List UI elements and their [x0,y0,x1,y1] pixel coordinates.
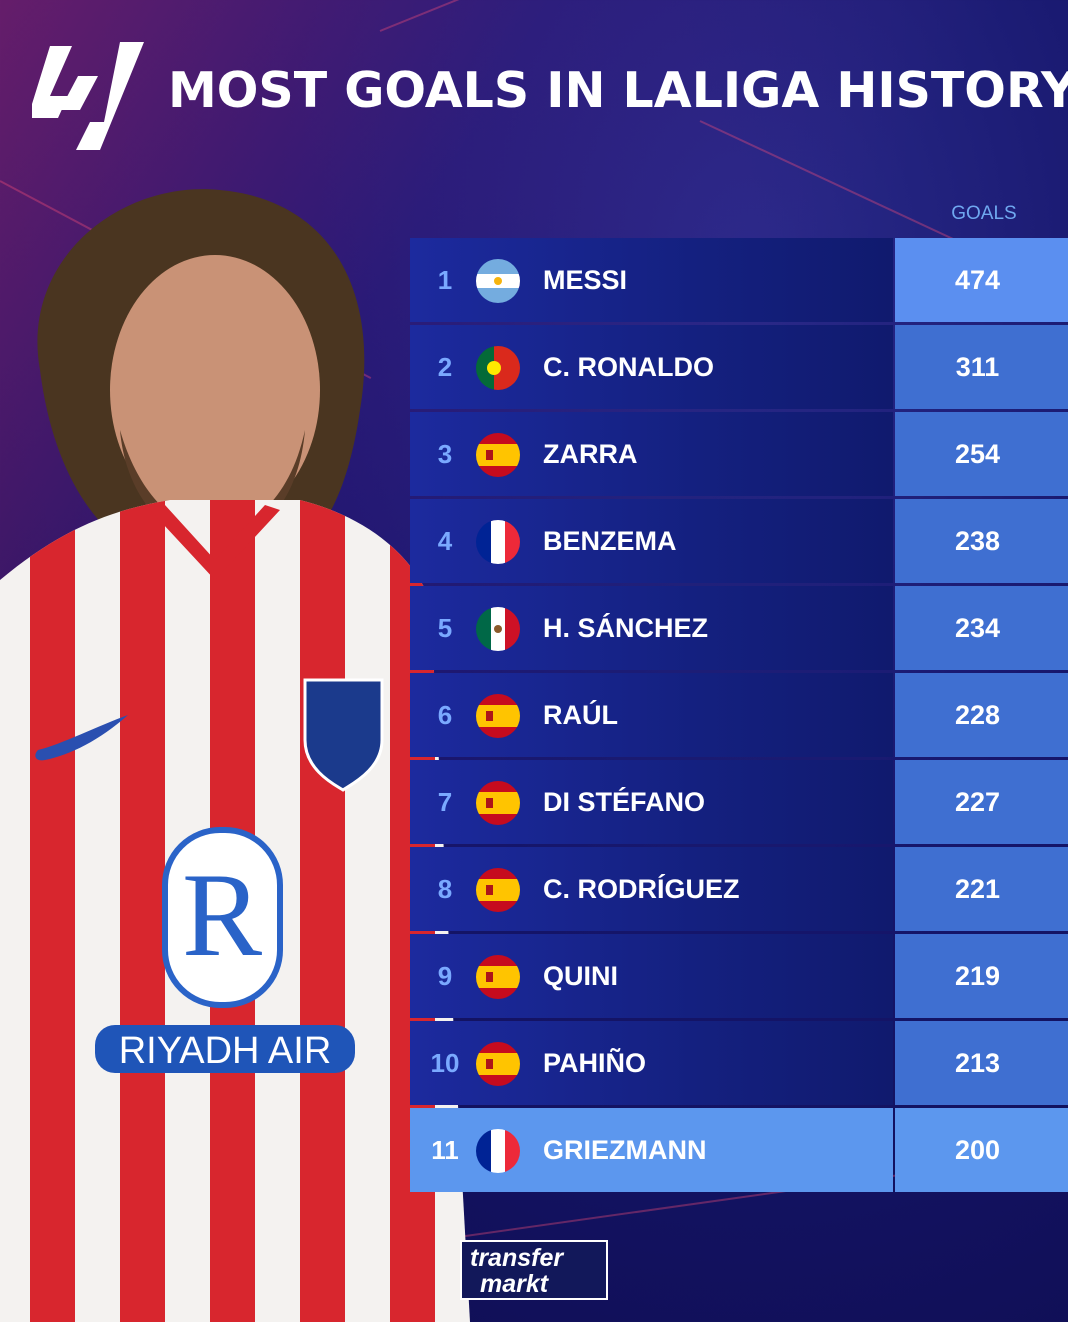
player-name: C. RODRÍGUEZ [543,873,740,904]
player-photo: R RIYADH AIR [0,189,470,1322]
goals-value: 254 [895,412,1068,496]
player-name: PAHIÑO [543,1047,647,1078]
player-name: ZARRA [543,438,638,469]
table-row: 9 QUINI 219 [410,934,1068,1018]
rank-number: 11 [431,1134,459,1165]
table-row: 6 RAÚL 228 [410,673,1068,757]
argentina-flag-icon [476,259,520,303]
spain-flag-icon [476,868,520,912]
page-title: MOST GOALS IN LALIGA HISTORY [168,62,1068,119]
table-row: 2 C. RONALDO 311 [410,325,1068,409]
table-row: 4 BENZEMA 238 [410,499,1068,583]
transfermarkt-logo: transfer markt [460,1240,608,1300]
brand-line-1: transfer [470,1244,564,1272]
rank-number: 8 [437,873,453,904]
player-name: MESSI [543,264,628,295]
goals-value: 474 [895,238,1068,322]
france-flag-icon [476,520,520,564]
laliga-logo-icon [32,42,144,150]
table-row: 5 H. SÁNCHEZ 234 [410,586,1068,670]
sponsor-text: RIYADH AIR [119,1030,332,1072]
goals-value: 221 [895,847,1068,931]
player-name: QUINI [543,960,619,991]
player-name: RAÚL [543,699,618,730]
rank-number: 2 [437,351,453,382]
ranking-table: 1 MESSI 474 2 C. RONALDO 311 3 ZARRA 254… [410,238,1068,1195]
rank-number: 6 [437,699,453,730]
france-flag-icon [476,1129,520,1173]
rank-number: 9 [437,960,453,991]
goals-value: 213 [895,1021,1068,1105]
player-name: H. SÁNCHEZ [543,612,709,643]
rank-number: 4 [437,525,453,556]
portugal-flag-icon [476,346,520,390]
table-row: 7 DI STÉFANO 227 [410,760,1068,844]
goals-value: 219 [895,934,1068,1018]
spain-flag-icon [476,1042,520,1086]
table-row: 1 MESSI 474 [410,238,1068,322]
table-row: 8 C. RODRÍGUEZ 221 [410,847,1068,931]
goals-value: 238 [895,499,1068,583]
goals-value: 200 [895,1108,1068,1192]
svg-text:R: R [182,848,262,981]
mexico-flag-icon [476,607,520,651]
rank-number: 1 [437,264,453,295]
rank-number: 7 [437,786,453,817]
spain-flag-icon [476,955,520,999]
spain-flag-icon [476,694,520,738]
spain-flag-icon [476,781,520,825]
goals-column-header: GOALS [951,203,1017,224]
table-row: 10 PAHIÑO 213 [410,1021,1068,1105]
player-name: DI STÉFANO [543,786,706,817]
table-row: 3 ZARRA 254 [410,412,1068,496]
rank-number: 10 [430,1047,460,1078]
goals-value: 234 [895,586,1068,670]
spain-flag-icon [476,433,520,477]
player-name: GRIEZMANN [543,1134,707,1165]
goals-value: 311 [895,325,1068,409]
rank-number: 3 [437,438,453,469]
goals-value: 228 [895,673,1068,757]
goals-value: 227 [895,760,1068,844]
player-name: BENZEMA [543,525,677,556]
table-row-highlighted: 11 GRIEZMANN 200 [410,1108,1068,1192]
rank-number: 5 [437,612,453,643]
brand-line-2: markt [480,1270,549,1298]
player-name: C. RONALDO [543,351,714,382]
